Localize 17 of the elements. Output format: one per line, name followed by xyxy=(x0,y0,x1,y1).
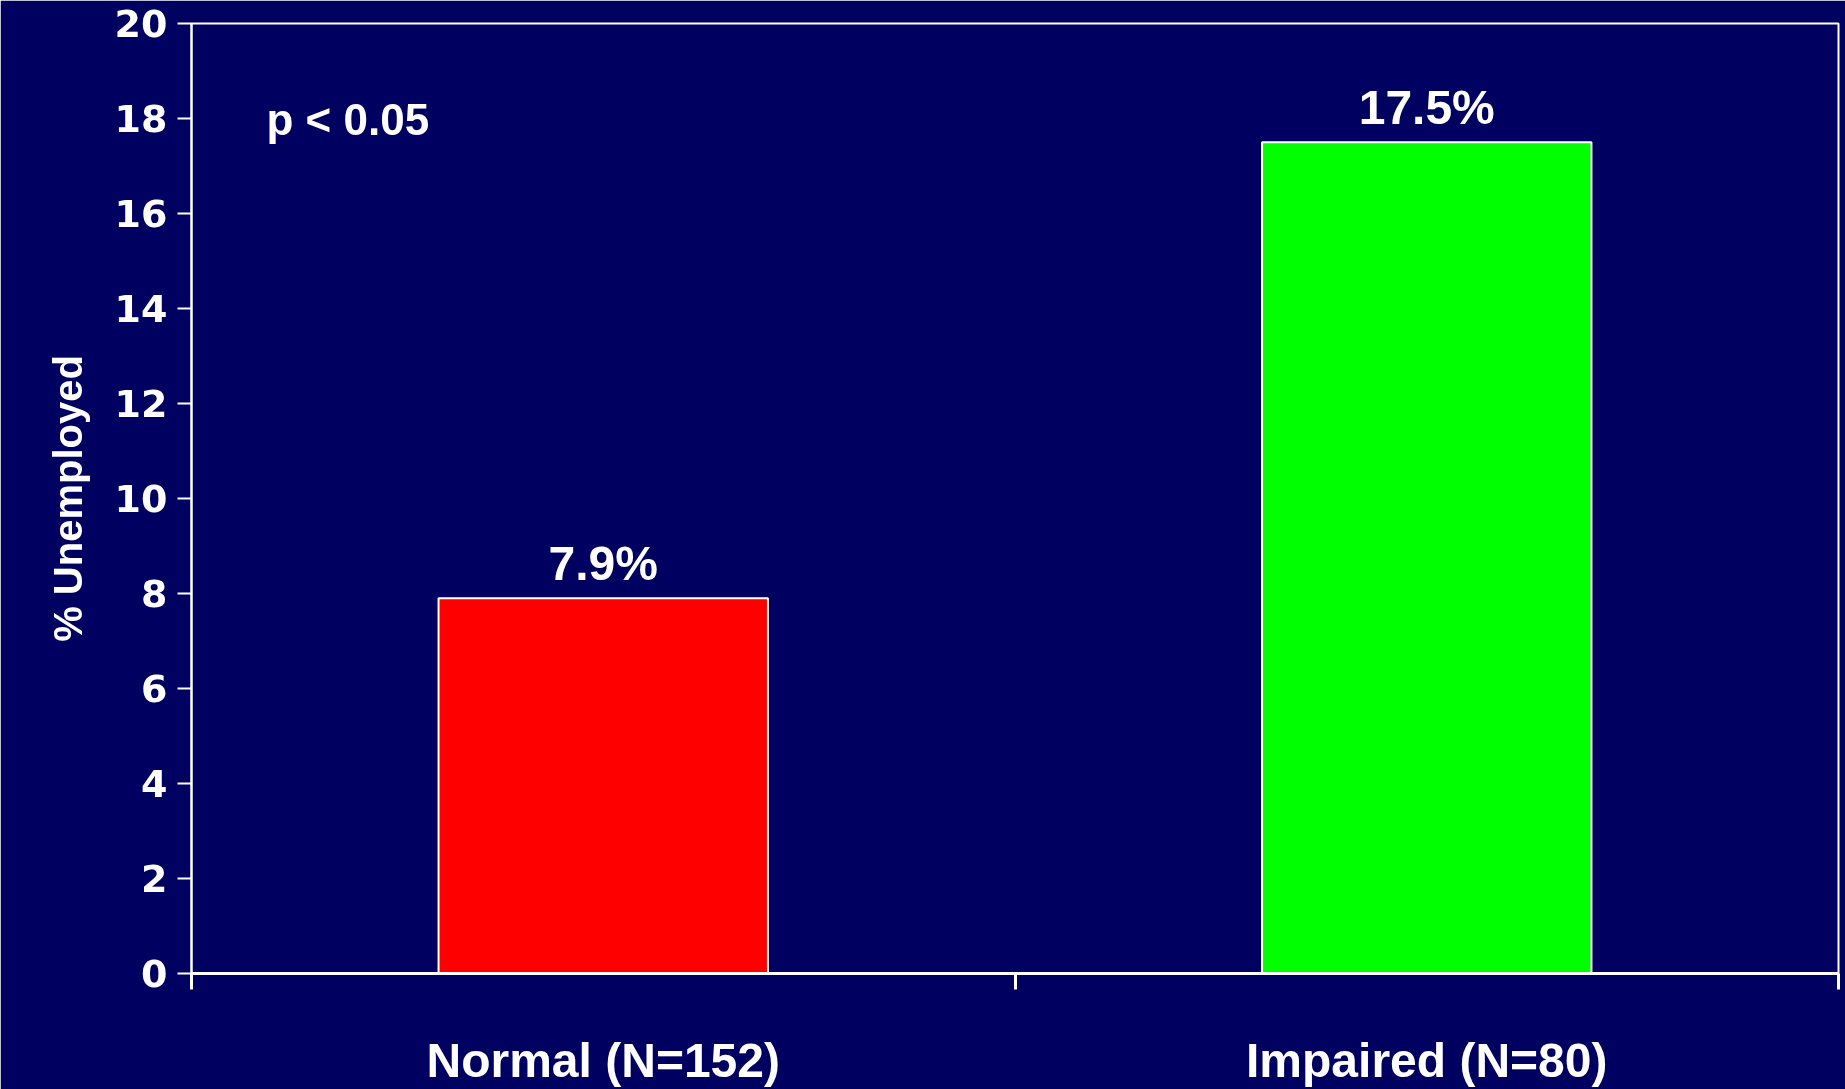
y-tick-label: 8 xyxy=(141,572,168,616)
annotation: p < 0.05 xyxy=(266,94,430,144)
y-tick-label: 16 xyxy=(114,192,168,236)
y-axis-title: % Unemployed xyxy=(45,355,90,642)
y-tick-label: 10 xyxy=(114,477,168,521)
y-tick-label: 4 xyxy=(141,762,168,806)
data-label: 7.9% xyxy=(548,537,658,591)
x-tick-label: Impaired (N=80) xyxy=(1246,1033,1608,1087)
y-tick-label: 0 xyxy=(141,952,168,996)
y-tick-label: 18 xyxy=(114,97,168,141)
y-tick-label: 2 xyxy=(141,857,168,901)
x-tick-label: Normal (N=152) xyxy=(426,1033,780,1087)
y-tick-label: 6 xyxy=(141,667,168,711)
data-label: 17.5% xyxy=(1358,81,1495,135)
y-tick-label: 12 xyxy=(114,382,168,426)
y-tick-label: 14 xyxy=(114,287,168,331)
y-tick-label: 20 xyxy=(114,2,168,46)
